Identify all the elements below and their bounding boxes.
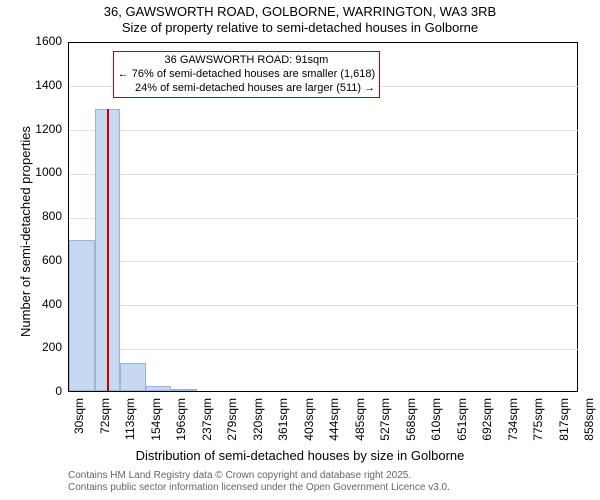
xtick-label: 610sqm <box>429 398 443 448</box>
xtick-label: 775sqm <box>531 398 545 448</box>
title-line1: 36, GAWSWORTH ROAD, GOLBORNE, WARRINGTON… <box>0 4 600 20</box>
xtick-label: 692sqm <box>480 398 494 448</box>
xtick-label: 651sqm <box>455 398 469 448</box>
gridline <box>69 349 579 350</box>
xtick-label: 858sqm <box>582 398 596 448</box>
xtick-label: 403sqm <box>302 398 316 448</box>
ytick-label: 1600 <box>0 34 62 48</box>
xtick-label: 72sqm <box>98 398 112 448</box>
xtick-label: 734sqm <box>506 398 520 448</box>
gridline <box>69 218 579 219</box>
histogram-bar <box>146 386 172 391</box>
ytick-label: 1400 <box>0 78 62 92</box>
xtick-label: 817sqm <box>557 398 571 448</box>
xtick-label: 154sqm <box>149 398 163 448</box>
chart-container: 36, GAWSWORTH ROAD, GOLBORNE, WARRINGTON… <box>0 0 600 500</box>
histogram-bar <box>120 363 146 391</box>
comparison-annotation: 36 GAWSWORTH ROAD: 91sqm← 76% of semi-de… <box>113 51 380 98</box>
attribution-text: Contains HM Land Registry data © Crown c… <box>68 470 450 494</box>
xtick-label: 30sqm <box>72 398 86 448</box>
xtick-label: 361sqm <box>276 398 290 448</box>
xtick-label: 568sqm <box>404 398 418 448</box>
xtick-label: 113sqm <box>123 398 137 448</box>
gridline <box>69 130 579 131</box>
gridline <box>69 305 579 306</box>
xtick-label: 196sqm <box>174 398 188 448</box>
gridline <box>69 261 579 262</box>
histogram-bar <box>171 389 197 391</box>
xtick-label: 444sqm <box>327 398 341 448</box>
ytick-label: 600 <box>0 253 62 267</box>
plot-area: 36 GAWSWORTH ROAD: 91sqm← 76% of semi-de… <box>68 42 578 392</box>
annotation-line1: 36 GAWSWORTH ROAD: 91sqm <box>118 54 375 68</box>
xtick-label: 279sqm <box>225 398 239 448</box>
property-marker-line <box>107 109 109 391</box>
annotation-line3: 24% of semi-detached houses are larger (… <box>118 82 375 96</box>
x-axis-label: Distribution of semi-detached houses by … <box>0 448 600 463</box>
title-line2: Size of property relative to semi-detach… <box>0 20 600 36</box>
xtick-label: 237sqm <box>200 398 214 448</box>
ytick-label: 1200 <box>0 122 62 136</box>
ytick-label: 200 <box>0 340 62 354</box>
gridline <box>69 174 579 175</box>
ytick-label: 0 <box>0 384 62 398</box>
ytick-label: 1000 <box>0 165 62 179</box>
annotation-line2: ← 76% of semi-detached houses are smalle… <box>118 68 375 82</box>
attribution-line2: Contains public sector information licen… <box>68 482 450 494</box>
xtick-label: 527sqm <box>378 398 392 448</box>
ytick-label: 400 <box>0 297 62 311</box>
chart-title: 36, GAWSWORTH ROAD, GOLBORNE, WARRINGTON… <box>0 0 600 35</box>
xtick-label: 320sqm <box>251 398 265 448</box>
attribution-line1: Contains HM Land Registry data © Crown c… <box>68 470 450 482</box>
ytick-label: 800 <box>0 209 62 223</box>
xtick-label: 485sqm <box>353 398 367 448</box>
histogram-bar <box>69 240 95 391</box>
